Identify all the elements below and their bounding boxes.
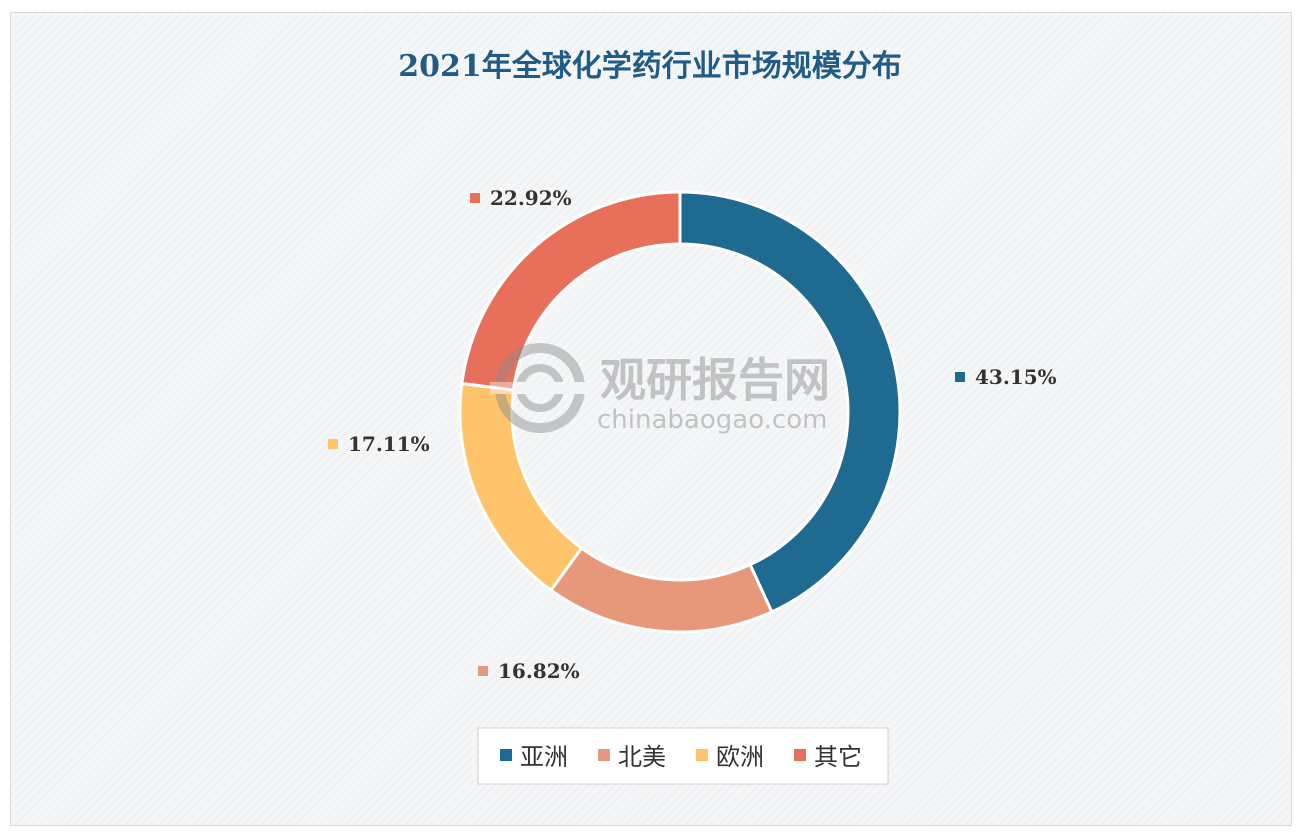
slice-1 (678, 190, 902, 614)
slice-2 (548, 546, 774, 634)
legend-swatch-4 (794, 749, 806, 761)
data-label-2: 16.82% (498, 659, 580, 683)
data-label-marker-2 (478, 666, 488, 676)
data-label-marker-3 (328, 439, 338, 449)
slice-4 (460, 190, 682, 392)
chart-frame (10, 12, 1292, 826)
legend-swatch-3 (696, 749, 708, 761)
legend-label-2: 北美 (618, 743, 666, 771)
data-label-4: 22.92% (490, 186, 572, 210)
slices-group (458, 190, 902, 634)
legend-label-4: 其它 (814, 743, 862, 771)
legend-swatch-1 (500, 749, 512, 761)
watermark-cn: 观研报告网 (600, 353, 830, 407)
legend: 亚洲 北美 欧洲 其它 (477, 727, 889, 785)
watermark-en: chinabaogao.com (597, 405, 827, 435)
legend-swatch-2 (598, 749, 610, 761)
legend-label-1: 亚洲 (520, 743, 568, 771)
data-labels-group: 43.15% 16.82% 17.11% 22.92% (328, 186, 1057, 683)
data-label-3: 17.11% (348, 432, 430, 456)
data-label-marker-1 (955, 372, 965, 382)
chart-title: 2021年全球化学药行业市场规模分布 (398, 49, 902, 84)
legend-label-3: 欧洲 (716, 743, 764, 771)
watermark: 观研报告网 chinabaogao.com (490, 343, 830, 435)
data-label-marker-4 (470, 193, 480, 203)
watermark-logo-icon (490, 343, 590, 433)
data-label-1: 43.15% (975, 365, 1057, 389)
